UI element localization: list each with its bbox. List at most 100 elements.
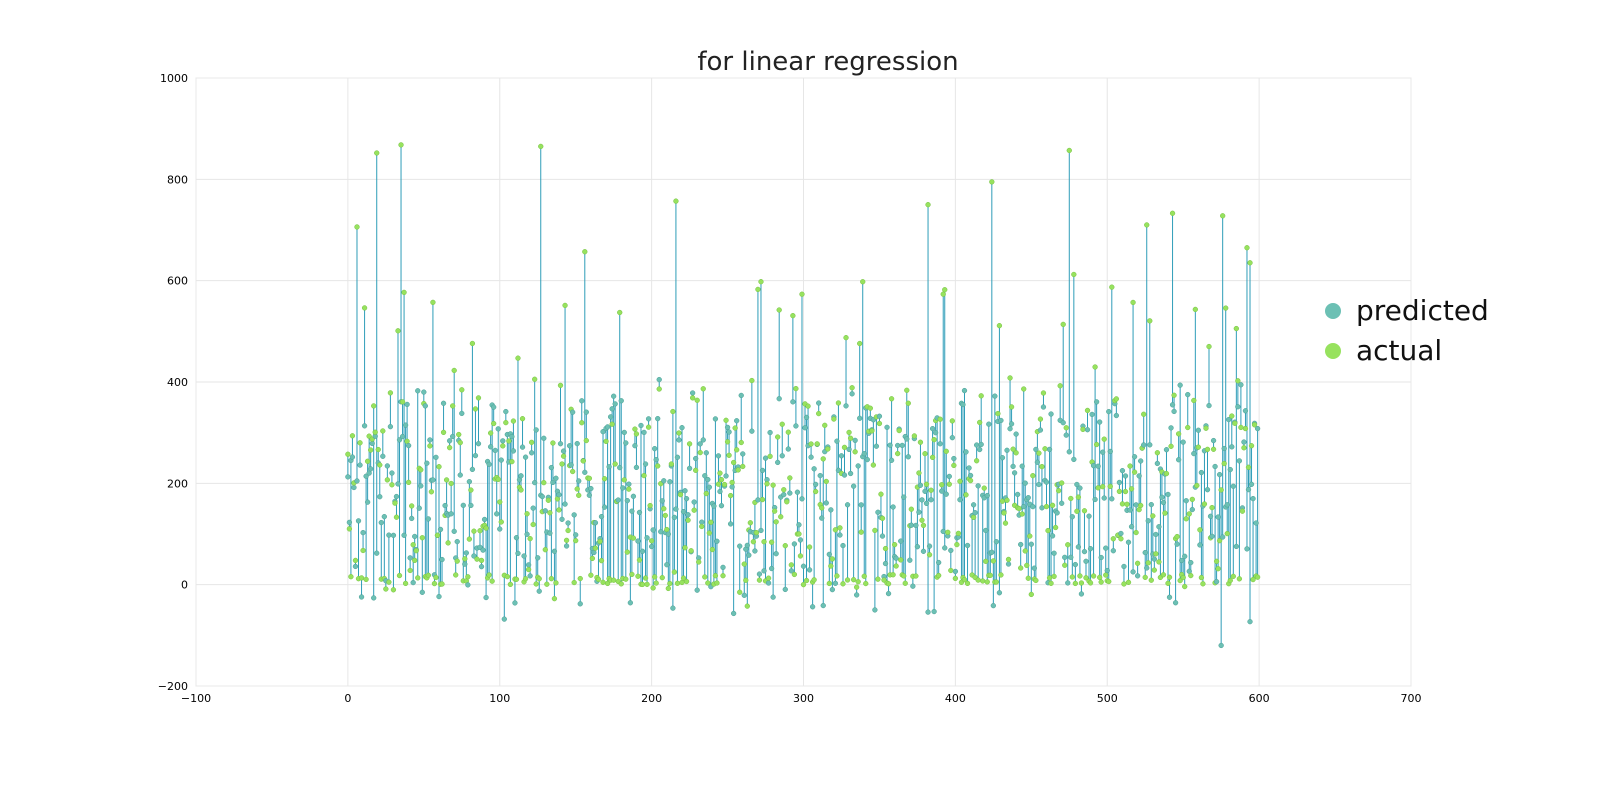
predicted-point [1216, 471, 1223, 478]
actual-point [346, 526, 353, 532]
actual-point [477, 528, 483, 534]
actual-point [954, 541, 960, 548]
actual-point [973, 458, 980, 464]
predicted-point [887, 442, 893, 448]
actual-point [462, 556, 468, 562]
actual-point [345, 451, 351, 457]
predicted-point [1253, 520, 1259, 526]
actual-point [673, 198, 679, 204]
predicted-point [802, 425, 808, 431]
actual-point [1197, 527, 1203, 533]
predicted-point [882, 560, 889, 567]
tick-labels: −100 0 100 200 300 400 500 600 700 −200 0 200 400 600… [158, 72, 1422, 705]
predicted-point [645, 416, 652, 422]
actual-point [439, 581, 445, 587]
actual-point [1018, 565, 1024, 571]
actual-point [1075, 494, 1082, 500]
actual-point [513, 576, 520, 582]
actual-point [545, 497, 551, 503]
predicted-point [1007, 426, 1013, 432]
actual-point [469, 340, 476, 347]
actual-point [946, 481, 952, 487]
actual-point [360, 547, 366, 554]
predicted-point [893, 555, 899, 561]
actual-point [1156, 559, 1162, 565]
actual-point [1160, 572, 1167, 578]
predicted-point [381, 513, 387, 520]
actual-point [872, 527, 878, 534]
actual-point [430, 299, 436, 306]
predicted-point [1048, 411, 1054, 417]
predicted-point [1207, 513, 1214, 519]
actual-point [718, 477, 725, 483]
predicted-point [548, 464, 555, 471]
actual-point [1151, 567, 1157, 573]
predicted-point [996, 590, 1003, 596]
predicted-point [961, 387, 968, 394]
actual-point [357, 440, 363, 446]
actual-point [1040, 390, 1047, 396]
predicted-point [793, 423, 799, 429]
predicted-point [673, 506, 679, 512]
predicted-point [727, 521, 734, 527]
actual-point [816, 410, 822, 417]
actual-point [1210, 446, 1217, 452]
predicted-point [371, 595, 377, 601]
predicted-point [875, 509, 881, 515]
predicted-point [1019, 463, 1025, 469]
actual-point [598, 557, 605, 564]
predicted-point [1191, 450, 1197, 457]
actual-point [729, 479, 735, 486]
actual-point [454, 558, 460, 564]
actual-point [875, 576, 881, 582]
actual-point [1163, 470, 1170, 477]
actual-point [1236, 576, 1243, 582]
actual-point [497, 499, 503, 505]
predicted-point [437, 526, 444, 533]
actual-point [1191, 397, 1197, 404]
actual-point [730, 459, 737, 466]
actual-point [828, 563, 834, 569]
predicted-point [717, 488, 723, 495]
actual-point [813, 488, 819, 495]
predicted-point [1118, 530, 1124, 537]
actual-point [641, 472, 647, 479]
predicted-point [1242, 408, 1249, 414]
predicted-point [509, 433, 515, 440]
predicted-point [948, 547, 954, 554]
predicted-point [813, 481, 819, 488]
predicted-point [1166, 594, 1173, 600]
predicted-point [683, 496, 690, 502]
actual-point [989, 179, 995, 185]
actual-point [694, 397, 700, 403]
predicted-point [483, 594, 489, 601]
predicted-point [806, 567, 813, 573]
actual-point [996, 323, 1003, 329]
actual-point [583, 437, 589, 444]
predicted-point [820, 602, 826, 609]
actual-point [573, 537, 579, 544]
actual-point [1022, 548, 1028, 554]
actual-point [949, 418, 955, 424]
predicted-point [422, 403, 428, 409]
predicted-point [759, 467, 766, 474]
actual-point [374, 150, 380, 156]
actual-point [885, 581, 892, 587]
actual-point [446, 445, 453, 451]
actual-point [450, 403, 456, 409]
actual-point [699, 523, 705, 530]
predicted-point [611, 393, 617, 399]
predicted-point [963, 449, 969, 455]
predicted-point [500, 438, 506, 444]
predicted-point [1238, 382, 1244, 388]
predicted-point [515, 550, 521, 557]
actual-point [1124, 501, 1130, 507]
predicted-point [977, 446, 983, 453]
predicted-point [1209, 533, 1215, 539]
actual-point [749, 377, 755, 384]
actual-point [744, 603, 750, 609]
actual-point [431, 580, 438, 587]
actual-point [1254, 574, 1261, 580]
predicted-point [415, 388, 421, 394]
actual-point [354, 224, 360, 230]
